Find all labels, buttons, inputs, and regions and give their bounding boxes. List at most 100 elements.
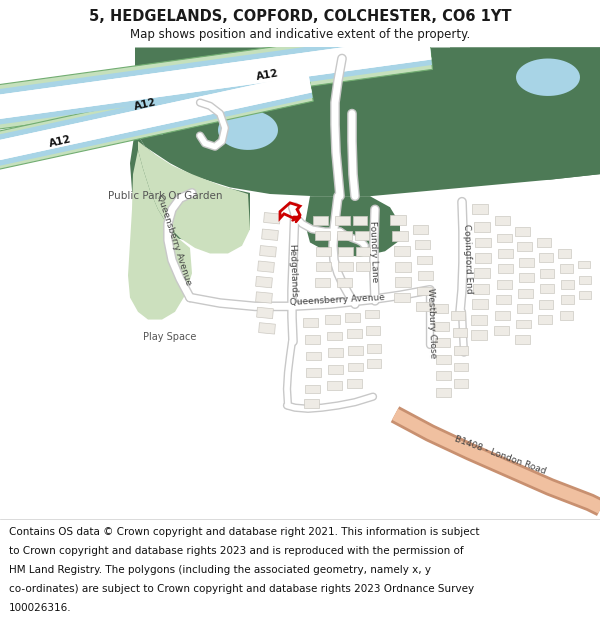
Bar bbox=[355, 231, 369, 240]
Bar bbox=[434, 338, 449, 347]
Bar bbox=[578, 261, 590, 268]
Text: Westbury Close: Westbury Close bbox=[426, 288, 438, 358]
Bar bbox=[472, 204, 488, 214]
Text: A12: A12 bbox=[48, 134, 72, 149]
Bar bbox=[326, 332, 341, 341]
Bar bbox=[497, 234, 511, 242]
Text: Hedgelands: Hedgelands bbox=[287, 244, 298, 298]
Polygon shape bbox=[130, 130, 250, 242]
Bar bbox=[472, 299, 488, 309]
Bar bbox=[356, 262, 370, 271]
Bar bbox=[471, 314, 487, 324]
Bar bbox=[347, 329, 361, 338]
Bar bbox=[337, 247, 353, 256]
Polygon shape bbox=[0, 36, 431, 120]
Polygon shape bbox=[156, 86, 168, 134]
Bar bbox=[517, 289, 533, 298]
Bar bbox=[517, 242, 532, 251]
Bar bbox=[436, 371, 451, 380]
Polygon shape bbox=[135, 48, 600, 196]
Bar bbox=[313, 216, 328, 225]
Bar bbox=[305, 384, 320, 393]
Text: HM Land Registry. The polygons (including the associated geometry, namely x, y: HM Land Registry. The polygons (includin… bbox=[9, 565, 431, 575]
Bar bbox=[497, 280, 511, 289]
Polygon shape bbox=[128, 150, 192, 319]
Bar bbox=[305, 368, 320, 377]
Polygon shape bbox=[450, 48, 600, 179]
Bar bbox=[413, 225, 427, 234]
Bar bbox=[436, 355, 451, 364]
Bar bbox=[579, 291, 591, 299]
Text: Play Space: Play Space bbox=[143, 332, 197, 342]
Bar bbox=[436, 388, 451, 397]
Bar bbox=[302, 319, 317, 328]
Bar bbox=[471, 330, 487, 340]
Bar bbox=[257, 308, 274, 319]
Bar bbox=[415, 302, 431, 311]
Bar bbox=[152, 326, 184, 352]
Bar bbox=[433, 304, 448, 313]
Bar bbox=[454, 379, 468, 388]
Text: Foundry Lane: Foundry Lane bbox=[368, 221, 380, 282]
Bar bbox=[328, 365, 343, 374]
Text: Public Park Or Garden: Public Park Or Garden bbox=[108, 191, 222, 201]
Polygon shape bbox=[528, 48, 600, 102]
Polygon shape bbox=[516, 59, 580, 96]
Bar bbox=[537, 238, 551, 247]
Bar bbox=[433, 322, 449, 331]
Bar bbox=[353, 216, 367, 225]
Bar bbox=[257, 261, 274, 272]
Text: B1408 - London Road: B1408 - London Road bbox=[453, 434, 547, 476]
Polygon shape bbox=[0, 26, 433, 130]
Bar bbox=[305, 351, 320, 361]
Bar bbox=[497, 249, 512, 258]
Bar bbox=[337, 231, 352, 240]
Bar bbox=[415, 240, 430, 249]
Polygon shape bbox=[0, 73, 312, 162]
Text: Contains OS data © Crown copyright and database right 2021. This information is : Contains OS data © Crown copyright and d… bbox=[9, 526, 479, 536]
Bar bbox=[515, 227, 530, 236]
Polygon shape bbox=[218, 110, 278, 150]
Bar bbox=[540, 269, 554, 278]
Text: Queensberry Avenue: Queensberry Avenue bbox=[155, 194, 193, 287]
Bar bbox=[451, 311, 465, 319]
Bar bbox=[416, 256, 431, 264]
Bar bbox=[337, 262, 353, 271]
Bar bbox=[539, 300, 553, 309]
Bar bbox=[262, 229, 278, 241]
Bar bbox=[475, 238, 491, 248]
Text: Map shows position and indicative extent of the property.: Map shows position and indicative extent… bbox=[130, 28, 470, 41]
Bar bbox=[557, 249, 571, 258]
Bar bbox=[314, 231, 329, 240]
Bar bbox=[494, 216, 509, 225]
Bar bbox=[256, 276, 272, 288]
Bar bbox=[325, 315, 340, 324]
Bar bbox=[394, 246, 410, 256]
Polygon shape bbox=[0, 64, 313, 171]
Bar bbox=[454, 346, 468, 355]
Bar bbox=[305, 335, 320, 344]
Bar bbox=[367, 359, 381, 368]
Bar bbox=[518, 273, 533, 282]
Polygon shape bbox=[0, 30, 432, 126]
Bar bbox=[347, 379, 361, 388]
Bar bbox=[259, 322, 275, 334]
Bar bbox=[335, 216, 349, 225]
Bar bbox=[326, 381, 341, 390]
Bar bbox=[416, 286, 431, 296]
Bar bbox=[517, 304, 532, 313]
Bar bbox=[356, 247, 370, 256]
Bar bbox=[560, 311, 572, 319]
Bar bbox=[314, 278, 329, 286]
Bar bbox=[515, 319, 530, 328]
Bar bbox=[337, 278, 352, 286]
Bar bbox=[347, 362, 362, 371]
Bar bbox=[475, 253, 491, 263]
Bar bbox=[256, 292, 272, 303]
Text: to Crown copyright and database rights 2023 and is reproduced with the permissio: to Crown copyright and database rights 2… bbox=[9, 546, 464, 556]
Bar bbox=[560, 296, 574, 304]
Bar bbox=[395, 262, 411, 272]
Bar bbox=[473, 284, 489, 294]
Bar bbox=[497, 264, 512, 273]
Text: A12: A12 bbox=[133, 98, 157, 112]
